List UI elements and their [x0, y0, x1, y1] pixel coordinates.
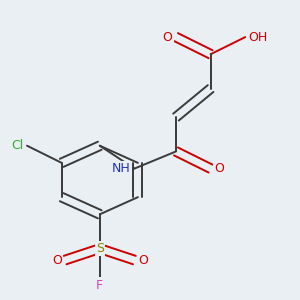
Text: O: O [163, 31, 172, 44]
Text: O: O [214, 162, 224, 175]
Text: Cl: Cl [11, 139, 24, 152]
Text: S: S [96, 242, 104, 255]
Text: NH: NH [112, 162, 131, 175]
Text: O: O [52, 254, 62, 267]
Text: O: O [138, 254, 148, 267]
Text: OH: OH [249, 31, 268, 44]
Text: F: F [96, 279, 103, 292]
